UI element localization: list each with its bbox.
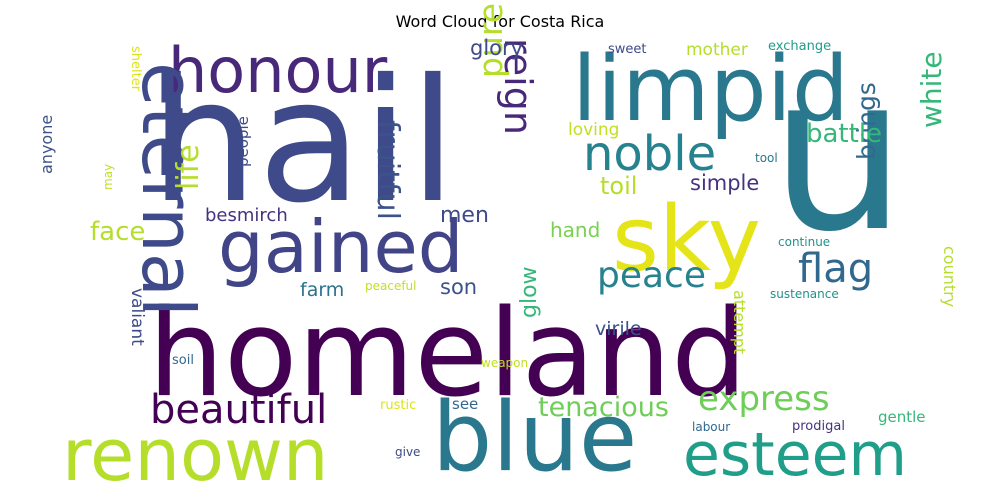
word-sustenance: sustenance: [770, 287, 839, 301]
word-virile: virile: [595, 318, 642, 340]
word-life: life: [171, 144, 206, 190]
word-white: white: [915, 51, 948, 128]
word-people: people: [234, 116, 252, 167]
word-renown: renown: [62, 413, 329, 497]
word-beautiful: beautiful: [150, 387, 327, 433]
word-country: country: [940, 246, 959, 307]
word-gained: gained: [218, 205, 463, 289]
word-sweet: sweet: [608, 42, 647, 57]
word-valiant: valiant: [127, 288, 147, 346]
word-express: express: [698, 379, 830, 419]
word-besmirch: besmirch: [205, 205, 288, 226]
word-homeland: homeland: [148, 285, 747, 424]
word-peaceful: peaceful: [365, 279, 417, 293]
word-hand: hand: [550, 218, 600, 242]
word-attempt: attempt: [730, 290, 749, 354]
word-brings: brings: [852, 82, 881, 160]
word-limpid: limpid: [572, 37, 849, 142]
word-gentle: gentle: [878, 408, 926, 426]
word-tool: tool: [755, 151, 778, 165]
word-sky: sky: [612, 187, 761, 292]
word-glow: glow: [517, 266, 542, 318]
word-battle: battle: [806, 119, 882, 149]
word-u: u: [770, 28, 906, 279]
word-simple: simple: [690, 171, 759, 195]
word-honour: honour: [168, 34, 388, 107]
word-men: men: [440, 203, 489, 228]
word-shelter: shelter: [128, 46, 143, 92]
word-weapon: weapon: [481, 356, 528, 370]
word-tenacious: tenacious: [538, 392, 669, 423]
word-continue: continue: [778, 235, 830, 249]
word-esteem: esteem: [683, 420, 907, 490]
word-see: see: [452, 395, 478, 413]
word-prodigal: prodigal: [792, 419, 845, 434]
chart-title: Word Cloud for Costa Rica: [395, 12, 605, 31]
word-pure: pure: [471, 3, 510, 78]
word-peace: peace: [597, 255, 706, 296]
word-fruitful: fruitful: [370, 120, 405, 220]
word-mother: mother: [686, 40, 748, 60]
word-loving: loving: [568, 120, 619, 140]
word-glory: glory: [470, 36, 523, 60]
word-son: son: [440, 275, 477, 299]
word-hail: hail: [150, 43, 456, 241]
word-noble: noble: [583, 126, 716, 182]
word-flag: flag: [798, 246, 873, 292]
word-eternal: eternal: [126, 62, 210, 317]
word-face: face: [90, 217, 145, 247]
word-exchange: exchange: [768, 39, 831, 54]
word-blue: blue: [432, 383, 637, 493]
word-reign: reign: [496, 38, 540, 135]
word-give: give: [395, 445, 420, 459]
word-anyone: anyone: [37, 115, 56, 174]
word-labour: labour: [692, 420, 730, 434]
word-toil: toil: [600, 172, 637, 200]
word-soil: soil: [172, 353, 194, 368]
word-farm: farm: [300, 279, 344, 301]
word-may: may: [101, 164, 115, 190]
word-rustic: rustic: [380, 398, 416, 413]
